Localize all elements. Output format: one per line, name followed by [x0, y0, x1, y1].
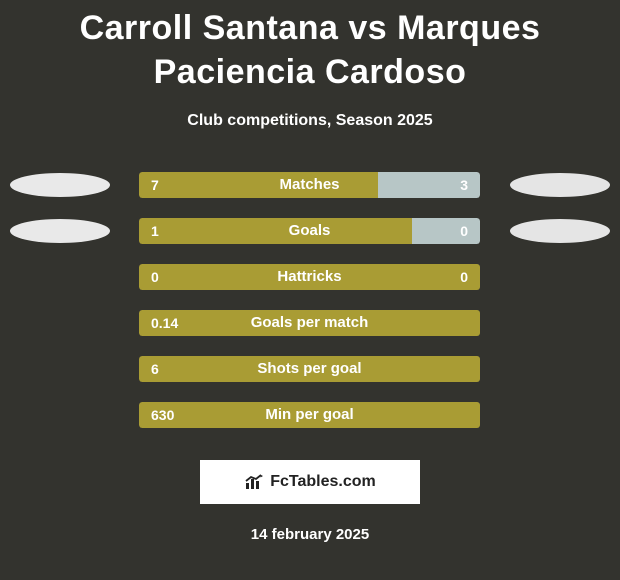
stat-row: 630Min per goal — [0, 402, 620, 428]
stat-bar-right-fill — [412, 218, 480, 244]
subtitle: Club competitions, Season 2025 — [0, 112, 620, 130]
stat-value-left: 7 — [151, 172, 159, 198]
stat-value-left: 6 — [151, 356, 159, 382]
fctables-logo-box: FcTables.com — [200, 460, 420, 504]
stat-value-right: 0 — [460, 264, 468, 290]
stat-value-left: 0 — [151, 264, 159, 290]
stat-value-right: 3 — [460, 172, 468, 198]
stat-bar-left-fill — [139, 310, 480, 336]
stat-bar-track: 10Goals — [139, 218, 480, 244]
stat-row: 00Hattricks — [0, 264, 620, 290]
stat-value-left: 630 — [151, 402, 174, 428]
stat-row: 6Shots per goal — [0, 356, 620, 382]
stat-row: 73Matches — [0, 172, 620, 198]
player-right-ellipse — [510, 173, 610, 197]
player-left-ellipse — [10, 173, 110, 197]
stat-bar-track: 73Matches — [139, 172, 480, 198]
date-text: 14 february 2025 — [0, 526, 620, 543]
player-right-ellipse — [510, 219, 610, 243]
player-left-ellipse — [10, 219, 110, 243]
stat-bar-left-fill — [139, 218, 412, 244]
stat-value-right: 0 — [460, 218, 468, 244]
stat-value-left: 0.14 — [151, 310, 178, 336]
stat-bar-track: 0.14Goals per match — [139, 310, 480, 336]
stat-rows-container: 73Matches10Goals00Hattricks0.14Goals per… — [0, 172, 620, 428]
stat-bar-track: 00Hattricks — [139, 264, 480, 290]
stat-bar-left-fill — [139, 402, 480, 428]
stat-bar-track: 6Shots per goal — [139, 356, 480, 382]
stat-bar-track: 630Min per goal — [139, 402, 480, 428]
stat-bar-left-fill — [139, 172, 378, 198]
stat-bar-left-fill — [139, 264, 480, 290]
stat-row: 10Goals — [0, 218, 620, 244]
chart-icon — [244, 473, 264, 491]
logo-text: FcTables.com — [270, 473, 376, 491]
page-title: Carroll Santana vs Marques Paciencia Car… — [0, 0, 620, 94]
stat-value-left: 1 — [151, 218, 159, 244]
stat-row: 0.14Goals per match — [0, 310, 620, 336]
stat-bar-left-fill — [139, 356, 480, 382]
